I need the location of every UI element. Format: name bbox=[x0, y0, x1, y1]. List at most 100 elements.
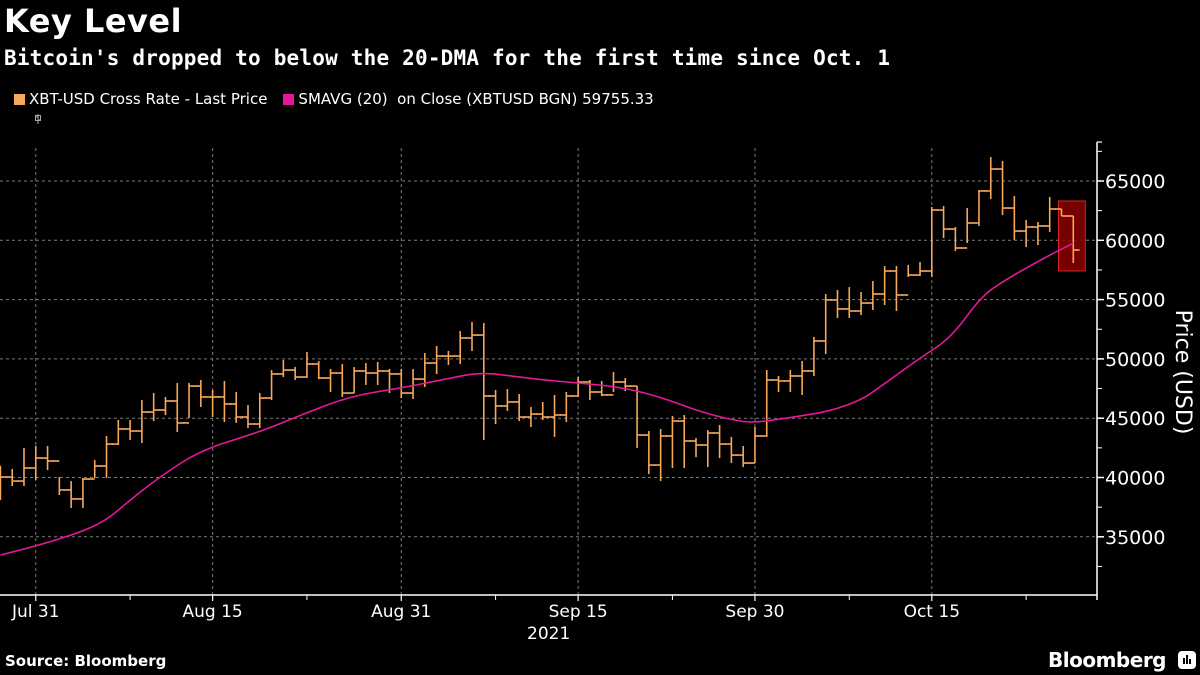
price-bar bbox=[654, 428, 668, 482]
x-tick-label: Sep 15 bbox=[549, 602, 608, 622]
price-bar bbox=[347, 366, 361, 394]
price-bar bbox=[359, 363, 373, 385]
price-bar bbox=[241, 405, 255, 429]
price-bar bbox=[500, 389, 514, 411]
price-bar bbox=[29, 445, 43, 480]
price-bar bbox=[996, 160, 1009, 216]
price-bar bbox=[512, 394, 526, 422]
x-tick-label: Sep 30 bbox=[725, 602, 784, 622]
price-bar bbox=[713, 424, 726, 459]
price-bar bbox=[52, 460, 66, 496]
price-bar bbox=[394, 368, 408, 399]
price-bar bbox=[866, 280, 880, 311]
price-bar bbox=[854, 292, 868, 316]
price-bar bbox=[524, 407, 538, 427]
price-bar bbox=[465, 322, 479, 351]
price-bar bbox=[937, 206, 950, 239]
price-bar bbox=[1007, 196, 1021, 240]
x-tick-label: Aug 15 bbox=[183, 602, 243, 622]
price-bar bbox=[312, 361, 326, 380]
axes bbox=[0, 141, 1104, 601]
price-bar bbox=[890, 266, 903, 311]
legend-item-price[interactable]: XBT-USD Cross Rate - Last Price bbox=[6, 90, 267, 124]
price-bar bbox=[748, 426, 762, 464]
price-bar bbox=[41, 445, 54, 471]
price-bar bbox=[371, 361, 385, 385]
price-bar bbox=[324, 368, 337, 392]
price-bar bbox=[795, 361, 809, 395]
price-bar bbox=[170, 382, 184, 432]
price-bar bbox=[64, 481, 78, 508]
highlight-box bbox=[1058, 200, 1086, 272]
price-bar bbox=[724, 436, 738, 464]
highlight-layer bbox=[1058, 200, 1086, 272]
price-bar bbox=[147, 393, 161, 422]
y-tick-label: 40000 bbox=[1105, 468, 1165, 490]
price-bar bbox=[159, 396, 172, 415]
price-bar bbox=[218, 380, 231, 422]
price-bar bbox=[194, 380, 208, 408]
price-bar bbox=[442, 350, 455, 365]
x-tick-label: Aug 31 bbox=[371, 602, 431, 622]
price-bar bbox=[300, 352, 314, 378]
price-bar bbox=[453, 331, 467, 364]
price-bar bbox=[960, 208, 974, 249]
price-bar bbox=[418, 352, 432, 388]
sma-line bbox=[0, 242, 1074, 556]
price-bar bbox=[595, 380, 609, 397]
price-bar bbox=[1019, 220, 1033, 248]
bloomberg-logo: Bloomberg bbox=[1048, 648, 1166, 672]
price-bar bbox=[335, 363, 349, 397]
price-bar bbox=[5, 468, 19, 487]
price-bar bbox=[831, 289, 844, 318]
legend-item-sma[interactable]: SMAVG (20) on Close (XBTUSD BGN) 59755.3… bbox=[283, 90, 654, 108]
y-tick-label: 65000 bbox=[1105, 171, 1165, 193]
price-bar bbox=[123, 419, 137, 441]
price-bar bbox=[206, 389, 220, 418]
legend-label-sma: SMAVG (20) on Close (XBTUSD BGN) 59755.3… bbox=[298, 90, 654, 108]
price-bar bbox=[901, 264, 915, 296]
price-bar bbox=[984, 157, 998, 200]
price-bar bbox=[642, 431, 656, 475]
price-bar bbox=[1055, 208, 1068, 217]
bloomberg-chat-icon bbox=[1178, 651, 1196, 669]
price-bar bbox=[925, 206, 939, 277]
price-bar bbox=[701, 430, 715, 468]
price-bar bbox=[229, 391, 243, 423]
x-axis-year-label: 2021 bbox=[527, 624, 571, 644]
price-bar bbox=[607, 372, 620, 396]
sma-line-layer bbox=[0, 242, 1074, 556]
price-bar bbox=[819, 294, 833, 355]
legend: XBT-USD Cross Rate - Last Price SMAVG (2… bbox=[6, 90, 670, 124]
y-axis-label: Price (USD) bbox=[1170, 310, 1195, 435]
price-bar bbox=[736, 445, 750, 468]
ohlc-bar-icon bbox=[6, 93, 41, 124]
price-bar bbox=[17, 447, 31, 487]
price-bar bbox=[666, 415, 679, 469]
price-bar bbox=[265, 370, 278, 401]
price-bar bbox=[0, 465, 7, 501]
price-bar bbox=[948, 227, 962, 251]
price-bar bbox=[111, 419, 125, 446]
y-tick-labels: 35000 40000 45000 50000 55000 60000 65000 bbox=[1105, 171, 1165, 549]
price-bar bbox=[548, 394, 561, 437]
price-bar bbox=[135, 400, 149, 443]
source-note: Source: Bloomberg bbox=[5, 652, 167, 670]
price-bar bbox=[536, 401, 550, 420]
price-bar bbox=[430, 345, 444, 374]
price-bar bbox=[807, 336, 821, 376]
price-bar bbox=[913, 262, 927, 276]
price-bar bbox=[878, 266, 892, 306]
price-bar bbox=[88, 460, 102, 480]
price-bar bbox=[1043, 197, 1057, 232]
x-tick-label: Oct 15 bbox=[904, 602, 960, 622]
price-bar bbox=[972, 190, 986, 226]
price-bars bbox=[0, 157, 1080, 508]
price-bar bbox=[760, 370, 774, 437]
price-bar bbox=[489, 389, 502, 425]
x-tick-labels: Jul 31 Aug 15 Aug 31 Sep 15 Sep 30 Oct 15 bbox=[11, 602, 960, 622]
price-bar bbox=[677, 414, 691, 469]
price-bar bbox=[689, 438, 703, 458]
y-tick-label: 35000 bbox=[1105, 527, 1165, 549]
